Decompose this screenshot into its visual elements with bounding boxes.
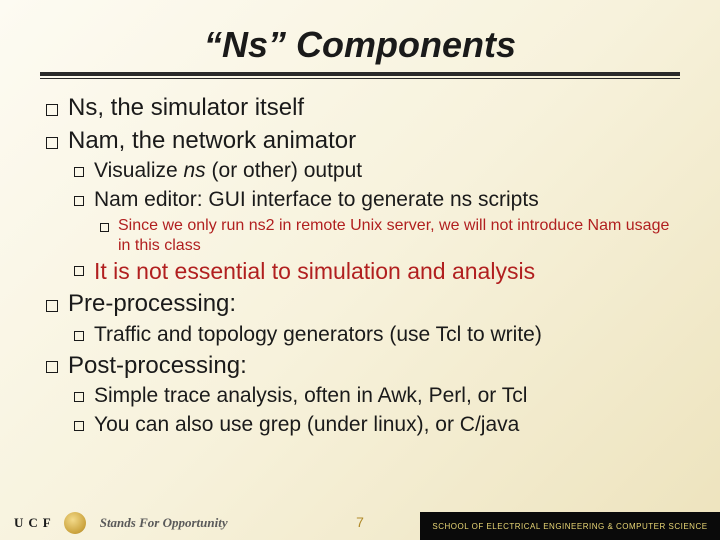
bullet-lvl2: It is not essential to simulation and an… (68, 257, 680, 287)
text-run: Visualize (94, 159, 184, 182)
bullet-lvl2: Traffic and topology generators (use Tcl… (68, 322, 680, 349)
ucf-letters: UCF (14, 515, 56, 531)
bullet-text: Visualize ns (or other) output (94, 159, 362, 182)
bullet-text-emphasis: It is not essential to simulation and an… (94, 258, 535, 284)
bullet-lvl2: Visualize ns (or other) output (68, 158, 680, 185)
bullet-lvl2: Simple trace analysis, often in Awk, Per… (68, 383, 680, 410)
page-number: 7 (356, 514, 364, 530)
bullet-list-lvl2: Simple trace analysis, often in Awk, Per… (68, 383, 680, 439)
bullet-text: Traffic and topology generators (use Tcl… (94, 323, 542, 346)
bullet-list-lvl2: Visualize ns (or other) output Nam edito… (68, 158, 680, 287)
rule-thick (40, 72, 680, 76)
bullet-text: You can also use grep (under linux), or … (94, 413, 519, 436)
ucf-logo: UCF Stands For Opportunity (0, 512, 228, 534)
bullet-lvl1: Ns, the simulator itself (40, 93, 680, 124)
bullet-lvl3: Since we only run ns2 in remote Unix ser… (94, 216, 680, 255)
bullet-list-lvl2: Traffic and topology generators (use Tcl… (68, 322, 680, 349)
pegasus-icon (64, 512, 86, 534)
bullet-text-emphasis: Since we only run ns2 in remote Unix ser… (118, 217, 669, 254)
bullet-list-lvl3: Since we only run ns2 in remote Unix ser… (94, 216, 680, 255)
title-rule (40, 72, 680, 79)
bullet-text: Simple trace analysis, often in Awk, Per… (94, 384, 527, 407)
footer: UCF Stands For Opportunity 7 SCHOOL OF E… (0, 506, 720, 540)
ucf-tagline: Stands For Opportunity (100, 515, 228, 531)
bullet-lvl2: Nam editor: GUI interface to generate ns… (68, 187, 680, 255)
bullet-text: Pre-processing: (68, 290, 236, 317)
bullet-text: Nam, the network animator (68, 127, 356, 154)
text-run-italic: ns (184, 159, 206, 182)
slide-title: “Ns” Components (40, 24, 680, 66)
department-badge: SCHOOL OF ELECTRICAL ENGINEERING & COMPU… (420, 512, 720, 540)
bullet-lvl1: Nam, the network animator Visualize ns (… (40, 126, 680, 287)
slide: “Ns” Components Ns, the simulator itself… (0, 0, 720, 540)
bullet-lvl2: You can also use grep (under linux), or … (68, 412, 680, 439)
text-run: (or other) output (206, 159, 362, 182)
bullet-lvl1: Post-processing: Simple trace analysis, … (40, 351, 680, 439)
bullet-text: Post-processing: (68, 352, 247, 379)
bullet-lvl1: Pre-processing: Traffic and topology gen… (40, 289, 680, 349)
rule-thin (40, 78, 680, 79)
bullet-text: Nam editor: GUI interface to generate ns… (94, 188, 539, 211)
content-area: Ns, the simulator itself Nam, the networ… (40, 93, 680, 439)
bullet-text: Ns, the simulator itself (68, 94, 304, 121)
bullet-list-lvl1: Ns, the simulator itself Nam, the networ… (40, 93, 680, 439)
